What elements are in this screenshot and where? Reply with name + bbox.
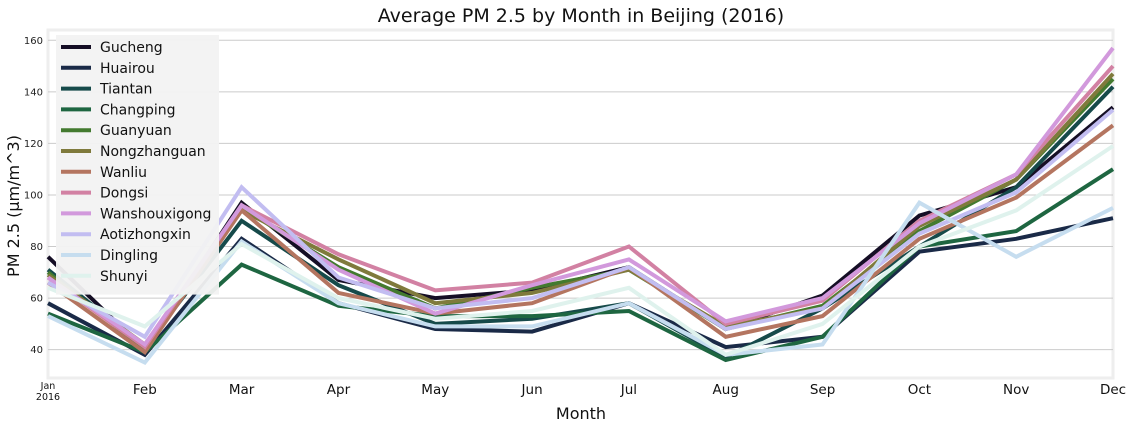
series-line-wanliu <box>46 123 1115 356</box>
y-tick-label: 60 <box>30 294 43 305</box>
legend-label: Huairou <box>100 61 155 77</box>
x-tick-label: Nov <box>1003 382 1029 398</box>
x-tick-label: Aug <box>713 382 739 398</box>
x-tick-label: May <box>421 382 449 398</box>
series-line-tiantan <box>46 85 1115 360</box>
legend-label: Dongsi <box>100 186 148 202</box>
y-tick-label: 140 <box>24 87 43 98</box>
series-line-dingling <box>47 200 1114 365</box>
x-tick-label: Apr <box>327 382 351 398</box>
y-tick-label: 80 <box>30 242 43 253</box>
legend-label: Wanliu <box>100 165 147 181</box>
x-tick-label: Dec <box>1100 382 1126 398</box>
y-tick-label: 40 <box>30 345 43 356</box>
x-tick-label: Feb <box>133 382 157 398</box>
y-tick-label: 160 <box>24 36 43 47</box>
legend-label: Guanyuan <box>100 123 172 139</box>
y-tick-label: 120 <box>24 139 43 150</box>
x-tick-label: Jan <box>40 381 56 392</box>
chart-title: Average PM 2.5 by Month in Beijing (2016… <box>378 5 784 27</box>
y-tick-label: 100 <box>24 190 43 201</box>
x-tick-label: Oct <box>908 382 931 398</box>
y-axis-label: PM 2.5 (µm/m^3) <box>4 135 23 277</box>
legend-label: Aotizhongxin <box>100 227 191 243</box>
legend-label: Tiantan <box>99 82 152 98</box>
legend-label: Nongzhanguan <box>100 144 206 160</box>
legend-label: Gucheng <box>100 40 163 56</box>
x-tick-sublabel: 2016 <box>36 392 60 403</box>
legend-label: Wanshouxigong <box>100 206 211 222</box>
x-tick-label: Mar <box>229 382 255 398</box>
series-line-shunyi <box>47 144 1115 358</box>
legend-label: Changping <box>100 102 176 118</box>
legend-label: Dingling <box>100 248 158 264</box>
x-tick-label: Jul <box>620 382 637 398</box>
plot-area <box>46 28 1115 380</box>
x-tick-label: Jun <box>521 382 543 398</box>
series-line-aotizhongxin <box>47 108 1115 340</box>
legend-box <box>56 35 219 295</box>
x-tick-label: Sep <box>810 382 835 398</box>
legend-label: Shunyi <box>100 269 148 285</box>
x-axis-label: Month <box>556 404 606 423</box>
series-line-wanshouxigong <box>46 46 1115 348</box>
